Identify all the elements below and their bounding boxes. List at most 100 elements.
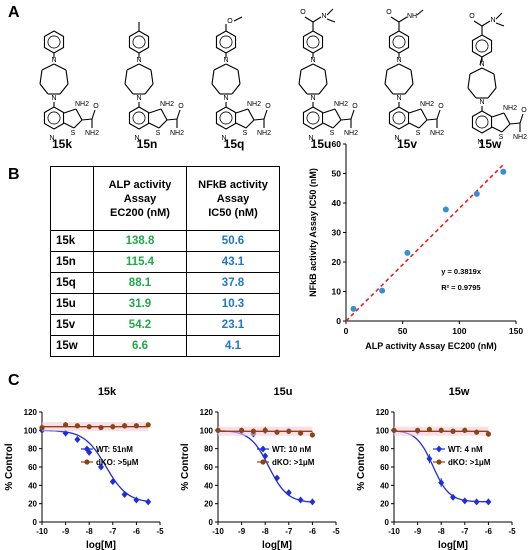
cell-compound: 15n: [50, 251, 94, 273]
y-tick-label: 100: [24, 426, 38, 435]
panel-letter-b: B: [8, 166, 20, 183]
activity-table: ALP activity Assay EC200 (nM) NFkB activ…: [50, 166, 280, 357]
legend-label: dKO: >1μM: [448, 458, 491, 467]
bond: [304, 16, 314, 23]
dko-data-point: [39, 424, 45, 431]
y-tick-label: 20: [380, 500, 389, 509]
bond: [481, 20, 491, 27]
structure-15u: O N N N N S NH2 O NH2 15u: [298, 8, 358, 151]
bond: [408, 122, 420, 129]
x-tick-label: -8: [262, 527, 270, 536]
benzene-ring: [128, 106, 150, 130]
wt-data-point: [285, 489, 292, 497]
legend-label: dKO: >1μM: [272, 458, 315, 467]
bond: [495, 12, 503, 20]
bond: [416, 9, 424, 16]
nitrogen-label: N: [136, 57, 141, 64]
dko-data-point: [250, 428, 256, 434]
bond: [124, 83, 134, 95]
bond: [81, 118, 93, 121]
wt-data-point: [133, 496, 140, 504]
bond: [73, 119, 83, 129]
bond: [41, 63, 55, 71]
cell-nfkb-ic50: 43.1: [186, 251, 280, 273]
aromatic-circle: [475, 115, 489, 129]
structure-15n: N N N S NH2 O NH2 15n: [124, 22, 184, 151]
x-axis-label: log[M]: [262, 540, 292, 550]
data-point: [350, 305, 357, 312]
bond: [350, 109, 355, 120]
x-tick-label: -9: [414, 527, 422, 536]
bond: [398, 63, 412, 71]
bond: [160, 108, 168, 121]
benzene-ring: [215, 30, 237, 54]
x-tick-label: -6: [309, 527, 317, 536]
nitrogen-label: N: [221, 135, 226, 142]
bond: [300, 63, 314, 71]
y-tick-label: 80: [204, 445, 213, 454]
nitrogen-label: N: [134, 135, 139, 142]
x-tick-label: -5: [332, 527, 340, 536]
y-tick-label: 120: [24, 408, 38, 417]
cell-alp-ec200: 138.8: [93, 230, 187, 252]
wt-data-point: [461, 497, 468, 505]
compound-label: 15w: [479, 137, 502, 151]
chart-title: 15k: [98, 386, 117, 398]
benzene-ring: [388, 106, 410, 130]
nitrogen-label: N: [308, 135, 313, 142]
bond: [436, 109, 441, 120]
nitrogen-label: N: [136, 95, 141, 102]
legend-marker: [260, 459, 266, 465]
cell-nfkb-ic50: 23.1: [186, 314, 280, 336]
bond: [225, 63, 239, 71]
bond: [211, 83, 221, 95]
bond: [487, 87, 497, 99]
aromatic-circle: [132, 111, 146, 125]
bond: [63, 122, 75, 129]
dko-data-point: [450, 428, 456, 434]
bond: [410, 69, 414, 85]
nitrogen-label: N: [51, 95, 56, 102]
amide-label: NH2: [344, 130, 358, 137]
dko-data-point: [239, 427, 245, 433]
fit-equation: y = 0.3819x: [441, 267, 482, 276]
y-tick-label: 20: [28, 500, 37, 509]
cell-alp-ec200: 54.2: [93, 314, 187, 336]
y-tick-label: 80: [28, 445, 37, 454]
dko-data-point: [63, 422, 69, 428]
oxygen-label: O: [300, 9, 306, 16]
y-tick-label: 60: [204, 463, 213, 472]
benzene-ring: [128, 30, 150, 54]
wt-data-point: [485, 498, 492, 506]
y-tick-label: 0: [385, 518, 390, 527]
legend-label: WT: 10 nM: [272, 445, 311, 454]
wt-data-point: [297, 496, 304, 504]
bond: [481, 67, 495, 75]
bond: [332, 119, 342, 129]
wt-data-point: [62, 429, 69, 437]
amide-label: NH2: [170, 130, 184, 137]
legend-marker: [84, 445, 90, 453]
bond: [247, 108, 255, 121]
bond: [420, 108, 428, 121]
nitrogen-label: N: [310, 57, 315, 64]
y-axis-label: % Control: [4, 443, 15, 490]
dko-data-point: [74, 423, 80, 429]
bond: [39, 69, 43, 85]
aromatic-circle: [306, 111, 320, 125]
dko-data-point: [485, 431, 491, 437]
structure-15v: O NH N N N S NH2 O NH2 15v: [384, 9, 444, 151]
correlation-scatter-chart: 0 10 20 30 40 50 60 0 50 100 150 ALP activity Assay…: [308, 139, 523, 351]
y-tick-label: 40: [28, 481, 37, 490]
wt-data-point: [438, 479, 445, 487]
bond: [211, 69, 215, 85]
cell-nfkb-ic50: 50.6: [186, 230, 280, 252]
bond: [245, 119, 255, 129]
bond: [298, 83, 308, 95]
y-tick-label: 50: [332, 169, 342, 179]
table-row: 15v 54.2 23.1: [50, 314, 280, 336]
x-tick-label: 100: [452, 326, 466, 336]
benzene-ring: [471, 34, 493, 58]
dko-data-point: [122, 423, 128, 429]
